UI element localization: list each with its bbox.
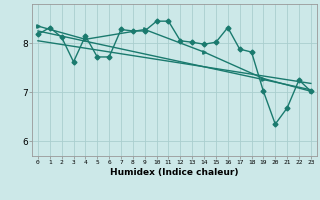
X-axis label: Humidex (Indice chaleur): Humidex (Indice chaleur) bbox=[110, 168, 239, 177]
